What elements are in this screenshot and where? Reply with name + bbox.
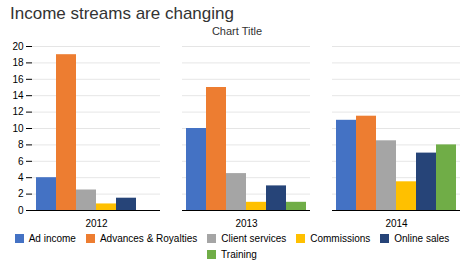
svg-text:0: 0 — [18, 205, 24, 216]
html-text:Chart Title: Chart Title — [211, 25, 263, 37]
html-text:Online sales: Online sales — [394, 232, 450, 244]
svg-text:20: 20 — [12, 41, 24, 52]
svg-text:6: 6 — [18, 156, 24, 167]
svg-text:16: 16 — [12, 74, 24, 85]
svg-text:2: 2 — [18, 188, 24, 199]
html-text:Advances & Royalties: Advances & Royalties — [99, 232, 198, 244]
html-text:Ad income: Ad income — [28, 232, 76, 244]
html-text:Training: Training — [221, 249, 257, 261]
svg-text:2012: 2012 — [85, 218, 108, 229]
svg-text:10: 10 — [12, 123, 24, 134]
html-text:Client services: Client services — [221, 232, 287, 244]
svg-text:18: 18 — [12, 57, 24, 68]
svg-text:12: 12 — [12, 106, 24, 117]
html-text:Income streams are changing: Income streams are changing — [10, 4, 234, 23]
svg-text:2014: 2014 — [385, 218, 408, 229]
svg-text:8: 8 — [18, 139, 24, 150]
svg-text:14: 14 — [12, 90, 24, 101]
html-text:Commissions: Commissions — [310, 232, 371, 244]
svg-text:4: 4 — [18, 172, 24, 183]
svg-text:2013: 2013 — [235, 218, 258, 229]
